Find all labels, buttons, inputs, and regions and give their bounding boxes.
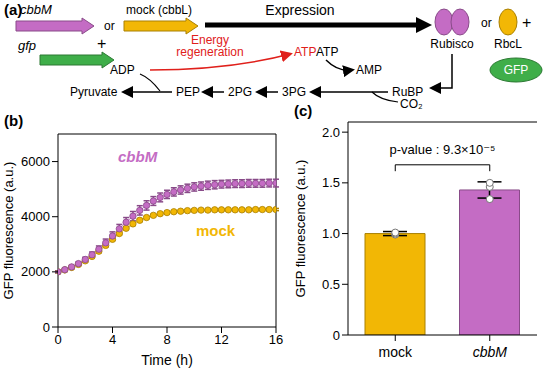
svg-text:4000: 4000 <box>21 209 50 224</box>
svg-text:Expression: Expression <box>265 2 334 18</box>
svg-text:or: or <box>104 19 115 33</box>
svg-text:RuBP: RuBP <box>392 85 424 99</box>
svg-text:mock: mock <box>379 344 413 360</box>
svg-text:2000: 2000 <box>21 264 50 279</box>
svg-text:PEP: PEP <box>176 85 200 99</box>
svg-text:ATP: ATP <box>316 45 338 59</box>
svg-text:GFP fluorescence (a.u.): GFP fluorescence (a.u.) <box>1 162 16 300</box>
svg-text:0: 0 <box>43 320 50 335</box>
svg-text:0: 0 <box>54 332 61 347</box>
svg-text:+: + <box>97 35 106 52</box>
svg-text:2PG: 2PG <box>228 85 252 99</box>
svg-text:Time (h): Time (h) <box>141 352 193 368</box>
svg-text:12: 12 <box>214 332 228 347</box>
html-text:cbbM: cbbM <box>118 148 158 165</box>
html-text:(b): (b) <box>4 112 24 129</box>
svg-text:cbbM: cbbM <box>473 344 508 360</box>
svg-text:+: + <box>522 14 531 31</box>
svg-text:ADP: ADP <box>110 63 135 77</box>
svg-text:2.0: 2.0 <box>322 125 340 140</box>
svg-text:GFP: GFP <box>504 63 529 77</box>
svg-text:gfp: gfp <box>18 38 36 53</box>
svg-text:8: 8 <box>163 332 170 347</box>
svg-text:4: 4 <box>109 332 116 347</box>
svg-text:CO₂: CO₂ <box>400 97 423 110</box>
svg-text:ATP: ATP <box>294 45 316 59</box>
svg-text:6000: 6000 <box>21 154 50 169</box>
svg-text:1.0: 1.0 <box>322 226 340 241</box>
svg-text:Pyruvate: Pyruvate <box>70 85 118 99</box>
html-text:(c): (c) <box>294 102 313 119</box>
svg-text:3PG: 3PG <box>282 85 306 99</box>
svg-text:Energy: Energy <box>191 33 229 47</box>
svg-text:regeneration: regeneration <box>176 45 243 59</box>
svg-text:mock (cbbL): mock (cbbL) <box>126 3 192 17</box>
svg-text:GFP fluorescence (a.u.): GFP fluorescence (a.u.) <box>293 160 308 298</box>
html-text:p-value : 9.3×10⁻⁵: p-value : 9.3×10⁻⁵ <box>389 142 496 157</box>
svg-text:0: 0 <box>333 328 340 343</box>
svg-text:RbcL: RbcL <box>494 37 522 51</box>
svg-text:16: 16 <box>269 332 283 347</box>
svg-text:or: or <box>481 16 492 30</box>
svg-text:cbbM: cbbM <box>20 2 52 17</box>
html-text:mock: mock <box>196 222 236 239</box>
svg-text:(a): (a) <box>4 1 23 18</box>
svg-text:AMP: AMP <box>356 63 382 77</box>
svg-text:Rubisco: Rubisco <box>430 37 474 51</box>
svg-text:1.5: 1.5 <box>322 175 340 190</box>
svg-text:0.5: 0.5 <box>322 277 340 292</box>
